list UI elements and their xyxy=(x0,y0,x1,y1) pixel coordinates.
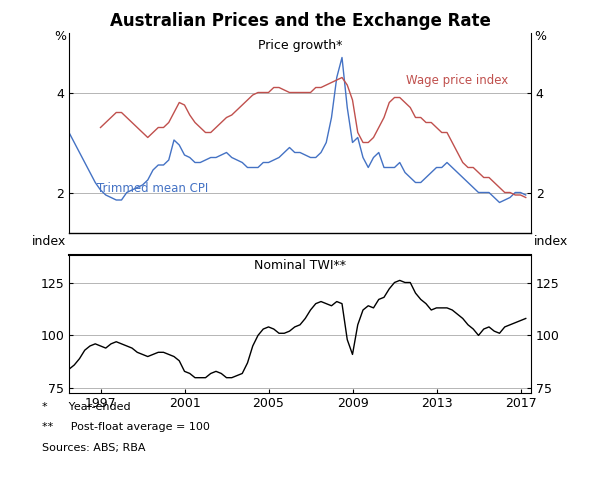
Text: %: % xyxy=(534,30,546,43)
Text: Price growth*: Price growth* xyxy=(258,38,342,52)
Text: Sources: ABS; RBA: Sources: ABS; RBA xyxy=(42,442,146,452)
Text: *      Year-ended: * Year-ended xyxy=(42,402,131,412)
Text: index: index xyxy=(534,235,568,248)
Text: Australian Prices and the Exchange Rate: Australian Prices and the Exchange Rate xyxy=(110,12,490,30)
Text: Wage price index: Wage price index xyxy=(406,74,509,87)
Text: %: % xyxy=(54,30,66,43)
Text: Trimmed mean CPI: Trimmed mean CPI xyxy=(97,182,208,195)
Text: Nominal TWI**: Nominal TWI** xyxy=(254,259,346,272)
Text: index: index xyxy=(32,235,66,248)
Text: **     Post-float average = 100: ** Post-float average = 100 xyxy=(42,422,210,432)
